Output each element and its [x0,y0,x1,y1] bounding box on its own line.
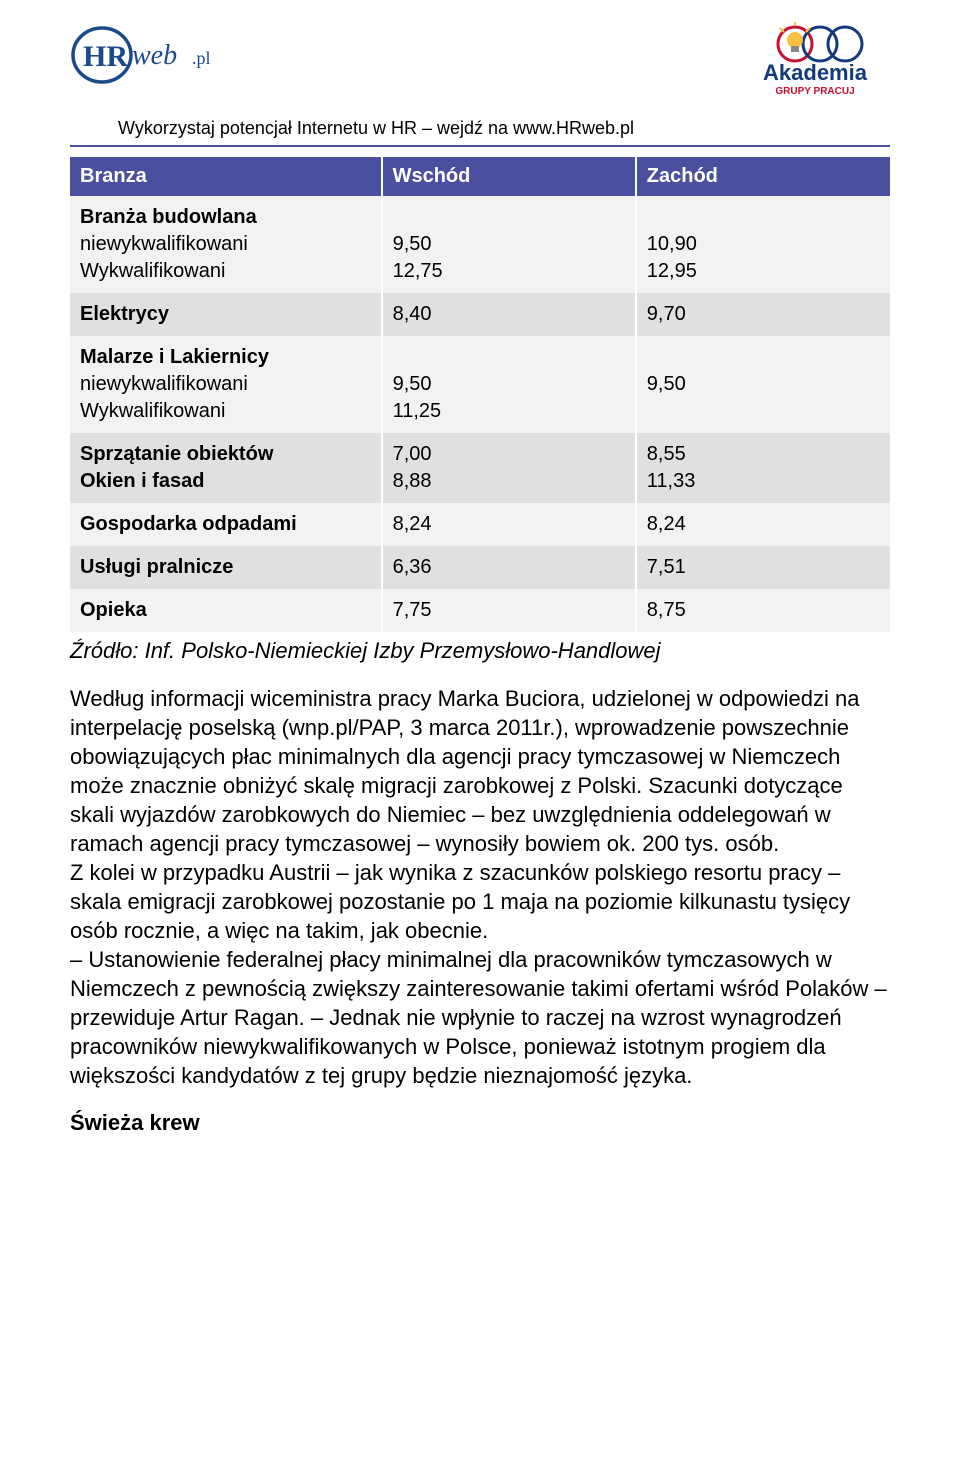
cell-zachod: 9,50 [636,371,890,398]
table-row: niewykwalifikowani9,5010,90 [70,231,890,258]
cell-label: Elektrycy [70,293,382,336]
th-branza: Branza [70,157,382,196]
table-row: Usługi pralnicze6,367,51 [70,546,890,589]
wage-table: Branza Wschód Zachód Branża budowlananie… [70,157,890,632]
cell-label: Gospodarka odpadami [70,503,382,546]
subtitle-link[interactable]: www.HRweb.pl [513,118,634,138]
cell-label: Usługi pralnicze [70,546,382,589]
cell-label: niewykwalifikowani [70,231,382,258]
akademia-sub: GRUPY PRACUJ [775,86,854,97]
cell-wschod: 11,25 [382,398,636,433]
logo-hrweb: HR web .pl [70,20,250,90]
cell-wschod: 6,36 [382,546,636,589]
cell-wschod [382,336,636,371]
cell-zachod: 11,33 [636,468,890,503]
table-row: Opieka7,758,75 [70,589,890,632]
cell-wschod: 12,75 [382,258,636,293]
table-row: Malarze i Lakiernicy [70,336,890,371]
body-text: Według informacji wiceministra pracy Mar… [70,684,890,1090]
logo-web-text: web [132,40,177,71]
cell-zachod [636,336,890,371]
cell-wschod [382,196,636,231]
cell-label: Wykwalifikowani [70,398,382,433]
body-paragraph: – Ustanowienie federalnej płacy minimaln… [70,945,890,1090]
th-wschod: Wschód [382,157,636,196]
akademia-logo-svg: Akademia GRUPY PRACUJ [740,20,890,100]
logo-pl-text: .pl [192,48,211,68]
body-paragraph: Według informacji wiceministra pracy Mar… [70,684,890,858]
cell-zachod: 12,95 [636,258,890,293]
logo-hr-text: HR [83,40,128,73]
cell-label: Opieka [70,589,382,632]
table-header-row: Branza Wschód Zachód [70,157,890,196]
table-row: Branża budowlana [70,196,890,231]
table-row: niewykwalifikowani9,509,50 [70,371,890,398]
cell-zachod [636,196,890,231]
cell-wschod: 8,88 [382,468,636,503]
cell-zachod: 7,51 [636,546,890,589]
logo-akademia: Akademia GRUPY PRACUJ [740,20,890,100]
subtitle-bar: Wykorzystaj potencjał Internetu w HR – w… [70,110,890,147]
subtitle-prefix: Wykorzystaj potencjał Internetu w HR – w… [118,118,513,138]
cell-label: Branża budowlana [70,196,382,231]
cell-wschod: 8,24 [382,503,636,546]
cell-zachod: 9,70 [636,293,890,336]
cell-wschod: 9,50 [382,371,636,398]
cell-zachod: 8,24 [636,503,890,546]
page-header: HR web .pl Akademia GRUPY PRACUJ [70,20,890,110]
cell-label: Malarze i Lakiernicy [70,336,382,371]
cell-wschod: 7,75 [382,589,636,632]
source-line: Źródło: Inf. Polsko-Niemieckiej Izby Prz… [70,632,890,684]
cell-wschod: 8,40 [382,293,636,336]
cell-label: niewykwalifikowani [70,371,382,398]
table-row: Okien i fasad8,8811,33 [70,468,890,503]
cell-wschod: 9,50 [382,231,636,258]
cell-label: Wykwalifikowani [70,258,382,293]
body-paragraph: Z kolei w przypadku Austrii – jak wynika… [70,858,890,945]
cell-wschod: 7,00 [382,433,636,468]
table-row: Sprzątanie obiektów7,008,55 [70,433,890,468]
cell-zachod [636,398,890,433]
section-heading: Świeża krew [70,1090,890,1136]
hrweb-logo-svg: HR web .pl [70,20,250,90]
cell-label: Sprzątanie obiektów [70,433,382,468]
akademia-title: Akademia [763,60,868,85]
table-row: Elektrycy8,409,70 [70,293,890,336]
cell-zachod: 8,75 [636,589,890,632]
cell-zachod: 8,55 [636,433,890,468]
table-row: Gospodarka odpadami8,248,24 [70,503,890,546]
table-row: Wykwalifikowani12,7512,95 [70,258,890,293]
cell-label: Okien i fasad [70,468,382,503]
th-zachod: Zachód [636,157,890,196]
table-row: Wykwalifikowani11,25 [70,398,890,433]
cell-zachod: 10,90 [636,231,890,258]
